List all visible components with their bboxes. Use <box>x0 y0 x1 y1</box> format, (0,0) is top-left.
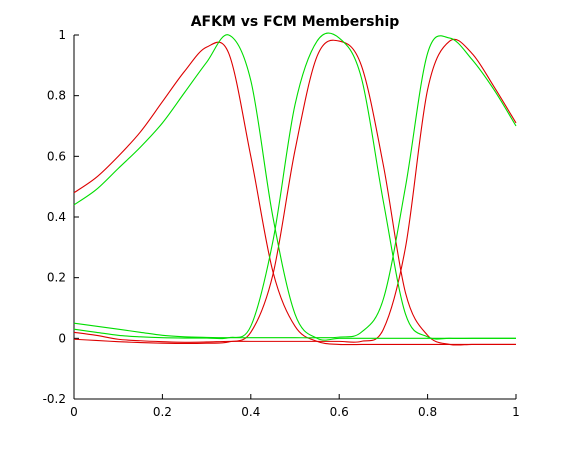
series-line-1 <box>74 42 516 344</box>
series-line-5 <box>74 33 516 339</box>
chart-title: AFKM vs FCM Membership <box>191 14 400 30</box>
x-tick-label: 0.2 <box>153 405 172 419</box>
series-layer <box>74 33 516 345</box>
series-line-3 <box>74 39 516 342</box>
y-tick-label: 0 <box>58 331 66 345</box>
series-line-4 <box>74 35 516 340</box>
series-line-6 <box>74 36 516 338</box>
x-tick-label: 1 <box>512 405 520 419</box>
x-tick-label: 0.8 <box>418 405 437 419</box>
axes: 0 0.2 0.4 0.6 0.8 1 -0.2 0 0.2 0.4 0.6 0.8 1 <box>43 28 520 419</box>
y-tick-label: 0.8 <box>47 89 66 103</box>
y-tick-label: 0.6 <box>47 149 66 163</box>
y-tick-label: 0.2 <box>47 271 66 285</box>
y-tick-label: -0.2 <box>43 392 66 406</box>
x-tick-label: 0 <box>70 405 78 419</box>
x-tick-label: 0.4 <box>241 405 260 419</box>
x-tick-label: 0.6 <box>330 405 349 419</box>
y-tick-label: 0.4 <box>47 210 66 224</box>
series-line-2 <box>74 40 516 345</box>
y-tick-label: 1 <box>58 28 66 42</box>
